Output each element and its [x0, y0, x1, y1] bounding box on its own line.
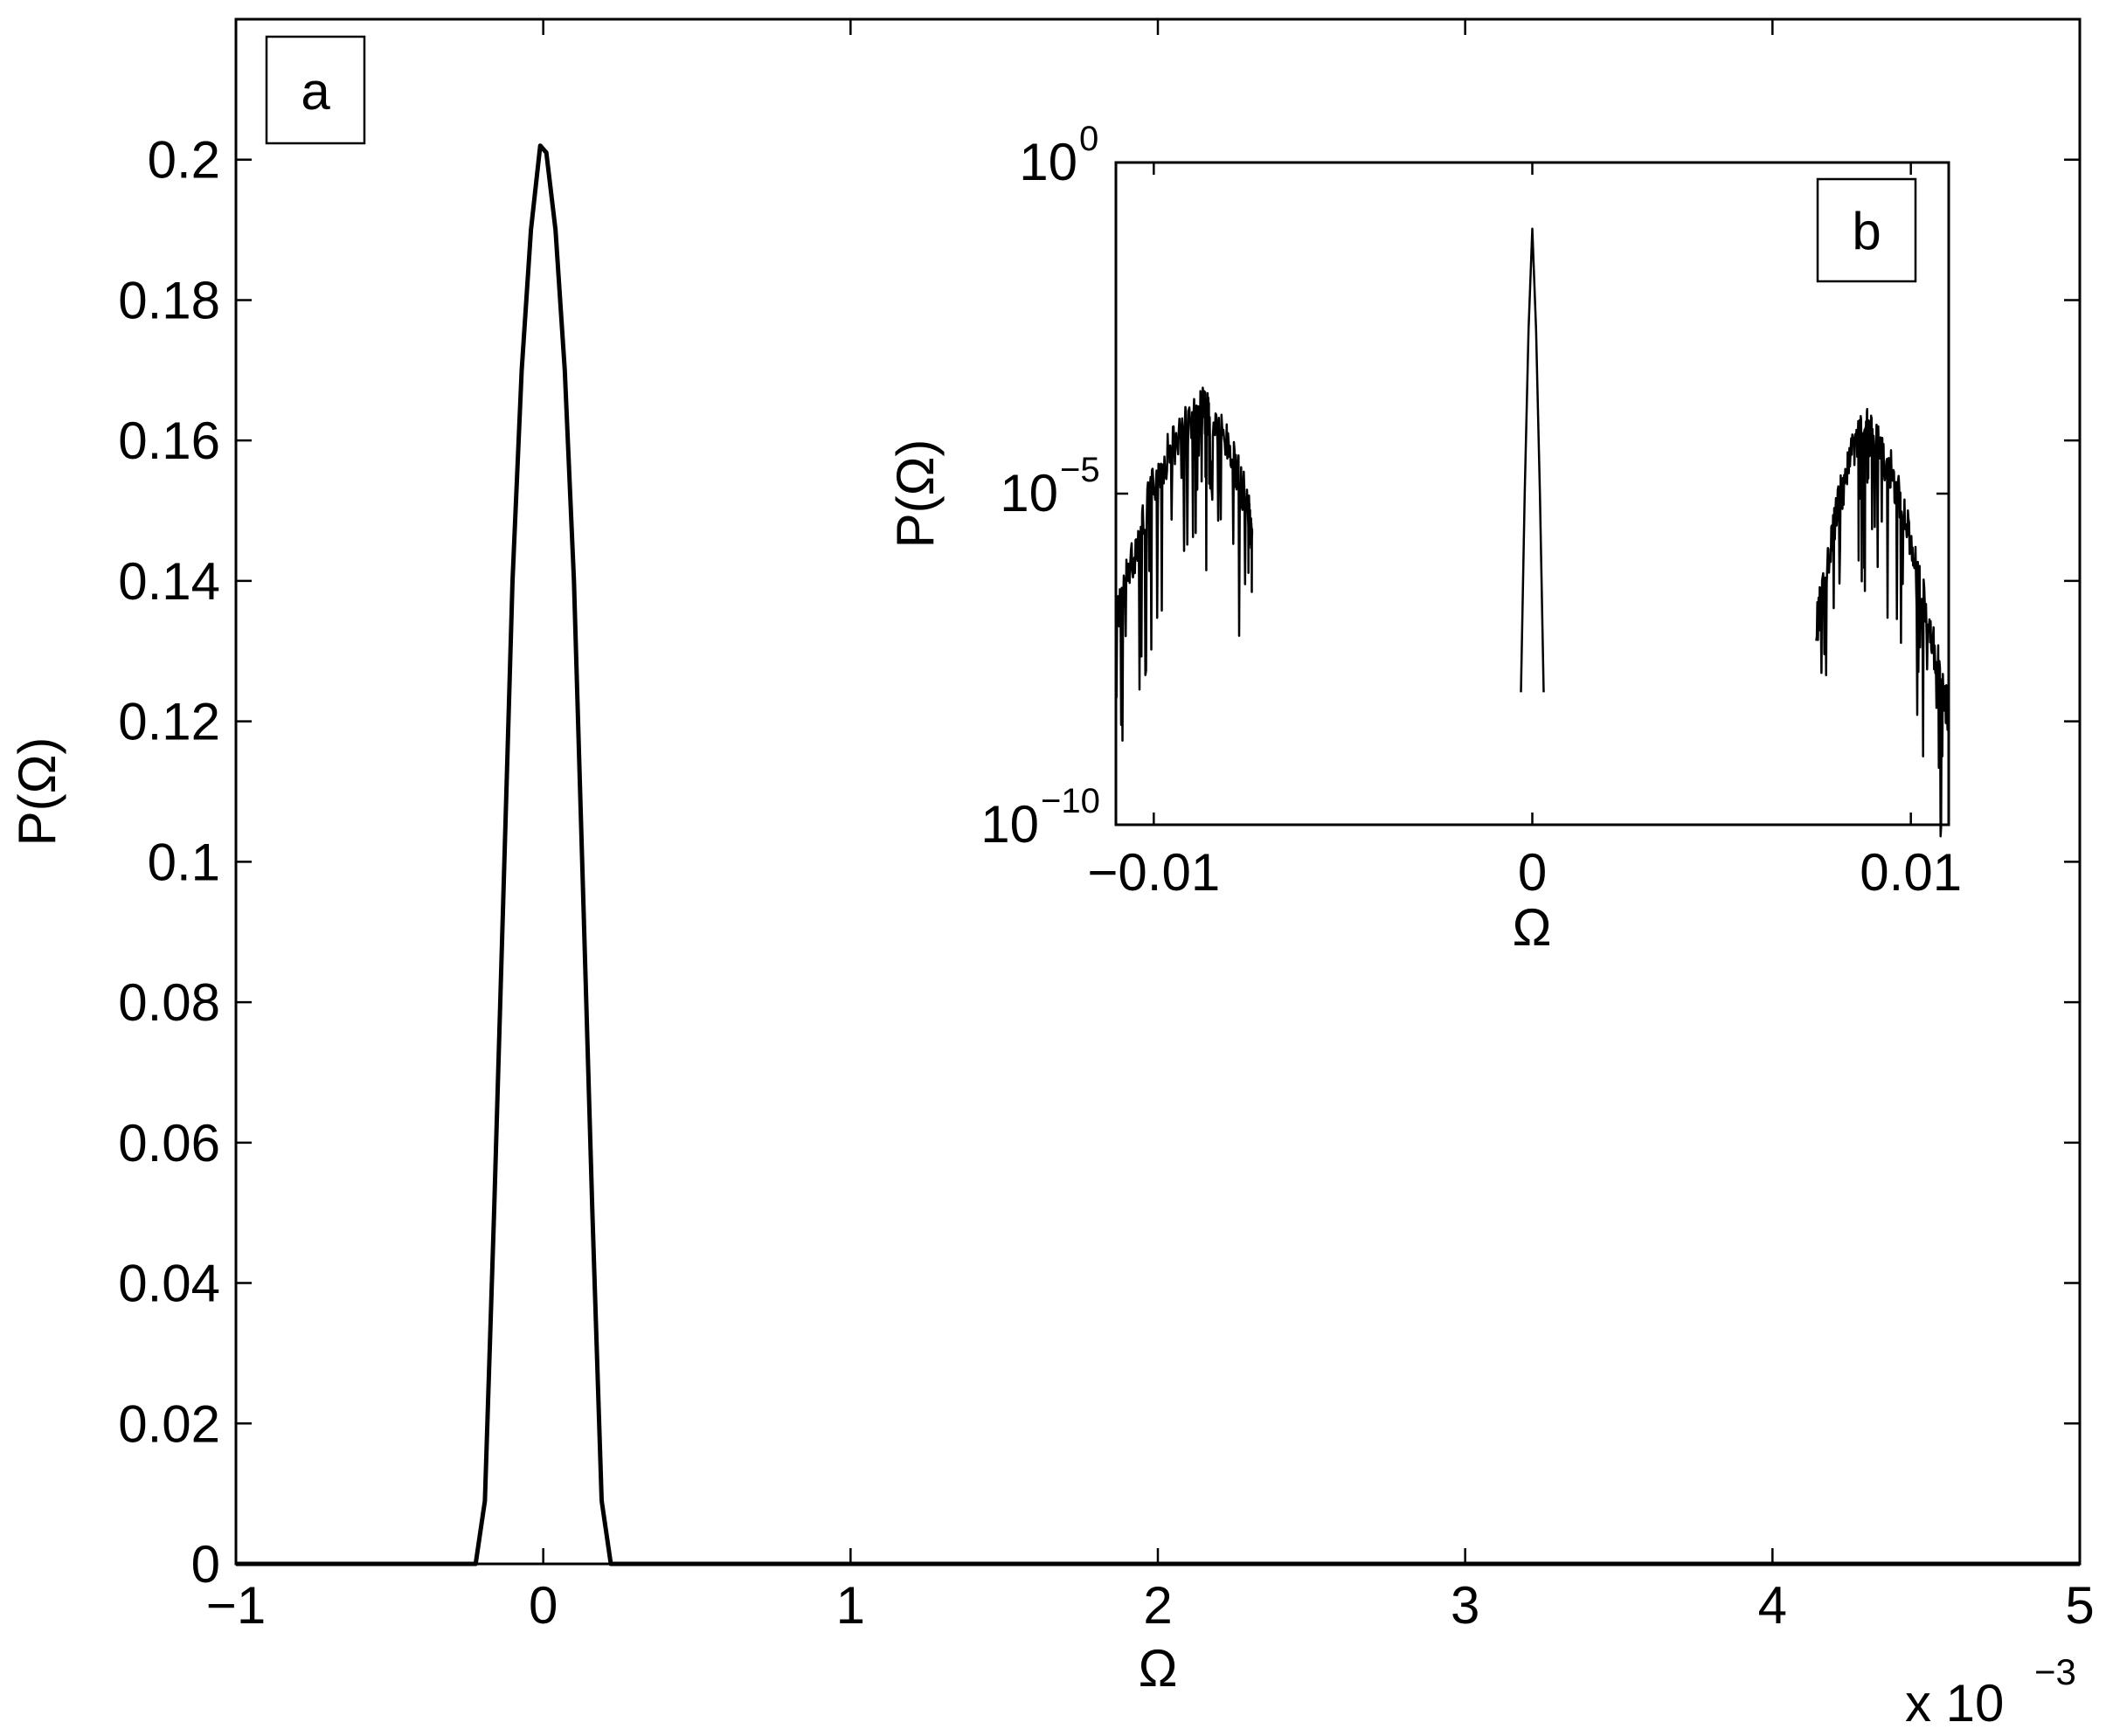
- main-x-ticks: −1 0 1 2 3 4 5: [206, 19, 2095, 1635]
- panel-a-label-box: a: [265, 35, 366, 145]
- inset-x-tick-label: 0.01: [1860, 843, 1962, 902]
- x-scale-multiplier: x 10 −3: [1905, 1651, 2076, 1733]
- x-multiplier-text: x 10: [1905, 1674, 2004, 1733]
- main-x-tick-label: 4: [1758, 1576, 1787, 1635]
- main-curves: [236, 143, 2080, 1567]
- inset-y-tick-label: 10: [980, 795, 1039, 854]
- inset-background: [1116, 163, 1949, 825]
- inset-series-line: [1114, 386, 1254, 742]
- main-y-tick-label: 0.18: [118, 271, 220, 329]
- main-y-tick-label: 0.08: [118, 973, 220, 1032]
- main-y-tick-label: 0.2: [148, 131, 220, 190]
- main-plot: −1 0 1 2 3 4 5 00.020.040.060.080.10.120.140.1…: [8, 17, 2095, 1733]
- main-x-tick-label: 1: [836, 1576, 865, 1635]
- inset-y-tick-exponent: 0: [1079, 120, 1098, 158]
- inset-y-tick-label: 10: [1000, 464, 1058, 522]
- main-y-tick-label: 0.12: [118, 693, 220, 751]
- inset-y-tick-label: 10: [1019, 133, 1077, 191]
- main-y-tick-label: 0: [191, 1535, 220, 1594]
- inset-curves: [1114, 227, 1950, 838]
- main-x-tick-label: 5: [2065, 1576, 2094, 1635]
- main-x-tick-label: 2: [1143, 1576, 1172, 1635]
- main-y-ticks: 0 0.02 0.04 0.06 0.08 0.1 0.12 0.14 0.16 0.18 0.2: [118, 131, 2080, 1594]
- main-y-tick-label: 0.16: [118, 412, 220, 470]
- main-y-tick-label: 0.02: [118, 1394, 220, 1453]
- inset-y-tick-exponent: −10: [1041, 782, 1100, 820]
- main-y-tick-label: 0.06: [118, 1114, 220, 1172]
- main-x-tick-label: 0: [529, 1576, 558, 1635]
- main-y-tick-label: 0.14: [118, 552, 220, 611]
- main-x-tick-label: −1: [206, 1576, 266, 1635]
- main-series-line: [236, 143, 2080, 1567]
- panel-b-label-box: b: [1816, 177, 1917, 283]
- inset-y-axis-label: P(Ω): [886, 439, 945, 549]
- main-y-tick-label: 0.04: [118, 1255, 220, 1313]
- main-y-tick-label: 0.1: [148, 833, 220, 891]
- inset-x-ticks: −0.01 0 0.01: [1087, 163, 1962, 902]
- inset-x-axis-label: Ω: [1513, 898, 1552, 957]
- main-y-axis-label: P(Ω): [8, 737, 66, 847]
- inset-x-tick-label: 0: [1518, 843, 1547, 902]
- panel-a-label: a: [301, 62, 330, 121]
- panel-b-label: b: [1852, 202, 1881, 260]
- inset-series-line: [1520, 227, 1545, 693]
- inset-series-line: [1815, 407, 1950, 838]
- inset-y-tick-exponent: −5: [1060, 451, 1100, 489]
- main-x-tick-label: 3: [1451, 1576, 1479, 1635]
- x-multiplier-exponent: −3: [2034, 1651, 2076, 1692]
- inset-x-tick-label: −0.01: [1087, 843, 1220, 902]
- main-x-axis-label: Ω: [1139, 1639, 1178, 1698]
